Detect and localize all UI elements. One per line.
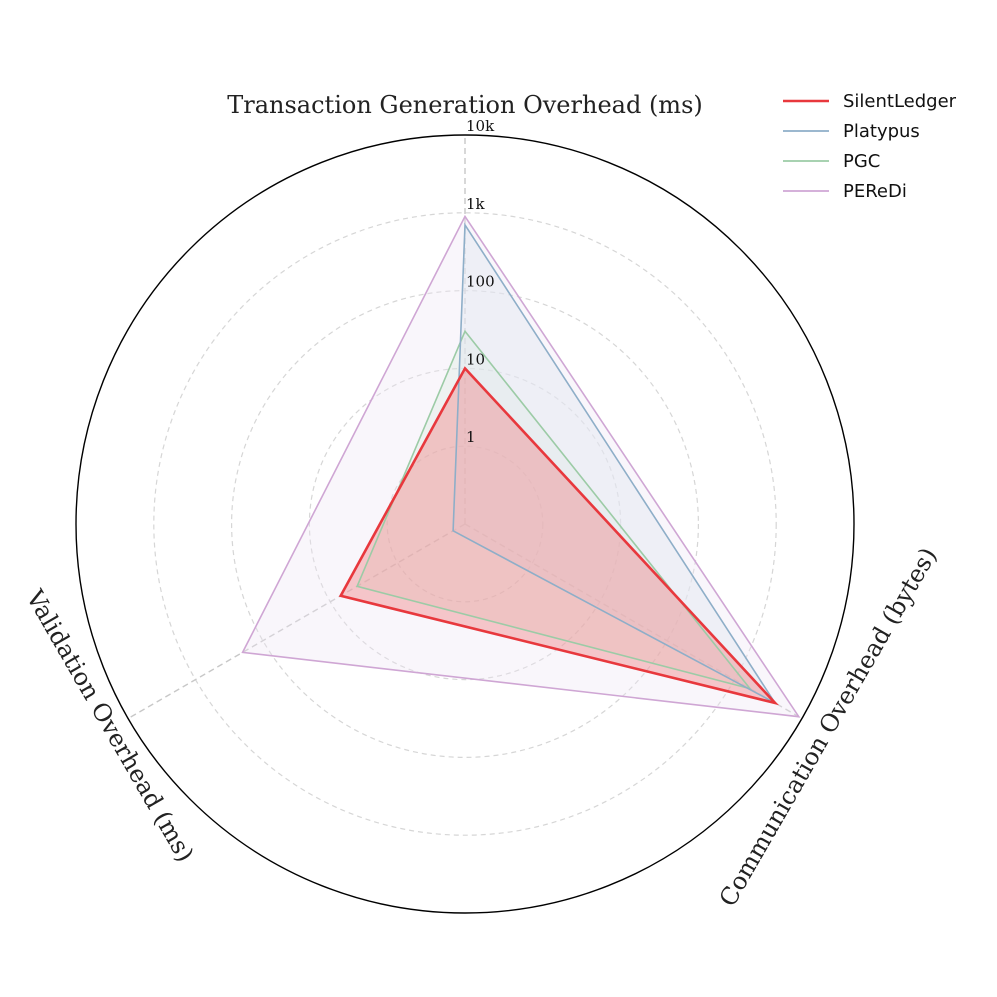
legend-entry-silentledger: SilentLedger	[783, 91, 957, 112]
series-line-pgc	[356, 329, 753, 690]
legend: SilentLedger Platypus PGC PEReDi	[783, 91, 957, 202]
series-fill-silentledger	[340, 368, 776, 703]
axis-title-communication: Communication Overhead (bytes)	[714, 543, 943, 911]
grid-ring-1	[386, 445, 544, 603]
grid-ring-1k	[153, 212, 777, 836]
axis-spoke-1	[464, 523, 803, 720]
tick-labels: 1 10 100 1k 10k	[466, 117, 495, 446]
series-line-silentledger	[338, 366, 780, 706]
legend-label-platypus: Platypus	[843, 121, 920, 142]
axis-spoke-2	[127, 523, 466, 720]
series-fill-peredi	[242, 216, 799, 717]
tick-label-10: 10	[466, 350, 485, 368]
tick-label-10k: 10k	[466, 117, 495, 135]
series-line-peredi	[241, 214, 801, 718]
grid-layer	[75, 134, 855, 914]
axis-title-transaction-generation: Transaction Generation Overhead (ms)	[227, 91, 703, 119]
legend-label-pgc: PGC	[843, 151, 880, 172]
legend-label-peredi: PEReDi	[843, 181, 907, 202]
series-layer	[241, 214, 801, 718]
axis-title-validation: Validation Overhead (ms)	[20, 584, 199, 866]
legend-label-silentledger: SilentLedger	[843, 91, 957, 112]
tick-label-1: 1	[466, 428, 476, 446]
tick-label-1k: 1k	[466, 195, 486, 213]
legend-entry-pgc: PGC	[783, 151, 880, 172]
legend-entry-platypus: Platypus	[783, 121, 920, 142]
outer-frame	[75, 134, 855, 914]
tick-label-100: 100	[466, 273, 495, 291]
series-fill-platypus	[453, 224, 776, 703]
series-fill-pgc	[357, 331, 750, 689]
legend-entry-peredi: PEReDi	[783, 181, 907, 202]
